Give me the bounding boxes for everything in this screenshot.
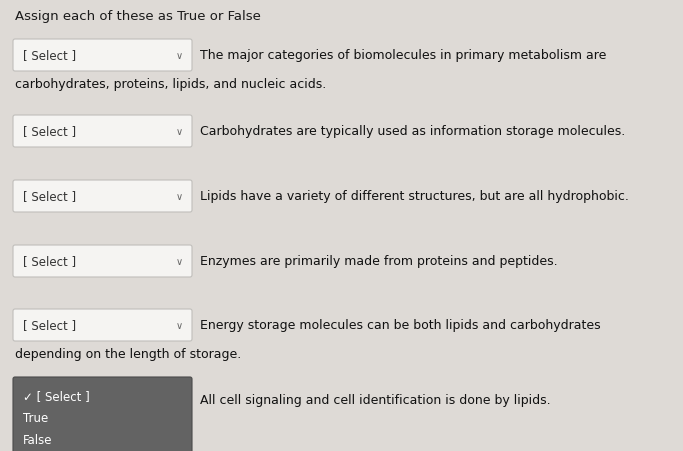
Text: Lipids have a variety of different structures, but are all hydrophobic.: Lipids have a variety of different struc… bbox=[200, 190, 629, 203]
FancyBboxPatch shape bbox=[13, 309, 192, 341]
Text: ∨: ∨ bbox=[176, 51, 183, 61]
Text: Energy storage molecules can be both lipids and carbohydrates: Energy storage molecules can be both lip… bbox=[200, 319, 600, 332]
Text: carbohydrates, proteins, lipids, and nucleic acids.: carbohydrates, proteins, lipids, and nuc… bbox=[15, 78, 326, 91]
FancyBboxPatch shape bbox=[13, 180, 192, 212]
Text: ∨: ∨ bbox=[176, 320, 183, 330]
Text: [ Select ]: [ Select ] bbox=[23, 255, 76, 268]
Text: False: False bbox=[23, 433, 53, 446]
Text: Carbohydrates are typically used as information storage molecules.: Carbohydrates are typically used as info… bbox=[200, 125, 625, 138]
Text: [ Select ]: [ Select ] bbox=[23, 319, 76, 332]
Text: ∨: ∨ bbox=[176, 257, 183, 267]
Text: ∨: ∨ bbox=[176, 192, 183, 202]
Text: Assign each of these as True or False: Assign each of these as True or False bbox=[15, 10, 261, 23]
Text: The major categories of biomolecules in primary metabolism are: The major categories of biomolecules in … bbox=[200, 50, 607, 62]
Text: Enzymes are primarily made from proteins and peptides.: Enzymes are primarily made from proteins… bbox=[200, 255, 557, 268]
Text: [ Select ]: [ Select ] bbox=[23, 125, 76, 138]
FancyBboxPatch shape bbox=[13, 116, 192, 147]
Text: depending on the length of storage.: depending on the length of storage. bbox=[15, 347, 241, 360]
Text: [ Select ]: [ Select ] bbox=[23, 190, 76, 203]
Text: ∨: ∨ bbox=[176, 127, 183, 137]
Text: ✓ [ Select ]: ✓ [ Select ] bbox=[23, 389, 89, 402]
Text: [ Select ]: [ Select ] bbox=[23, 50, 76, 62]
FancyBboxPatch shape bbox=[13, 245, 192, 277]
FancyBboxPatch shape bbox=[13, 377, 192, 451]
Text: True: True bbox=[23, 411, 48, 424]
FancyBboxPatch shape bbox=[13, 40, 192, 72]
Text: All cell signaling and cell identification is done by lipids.: All cell signaling and cell identificati… bbox=[200, 393, 550, 406]
